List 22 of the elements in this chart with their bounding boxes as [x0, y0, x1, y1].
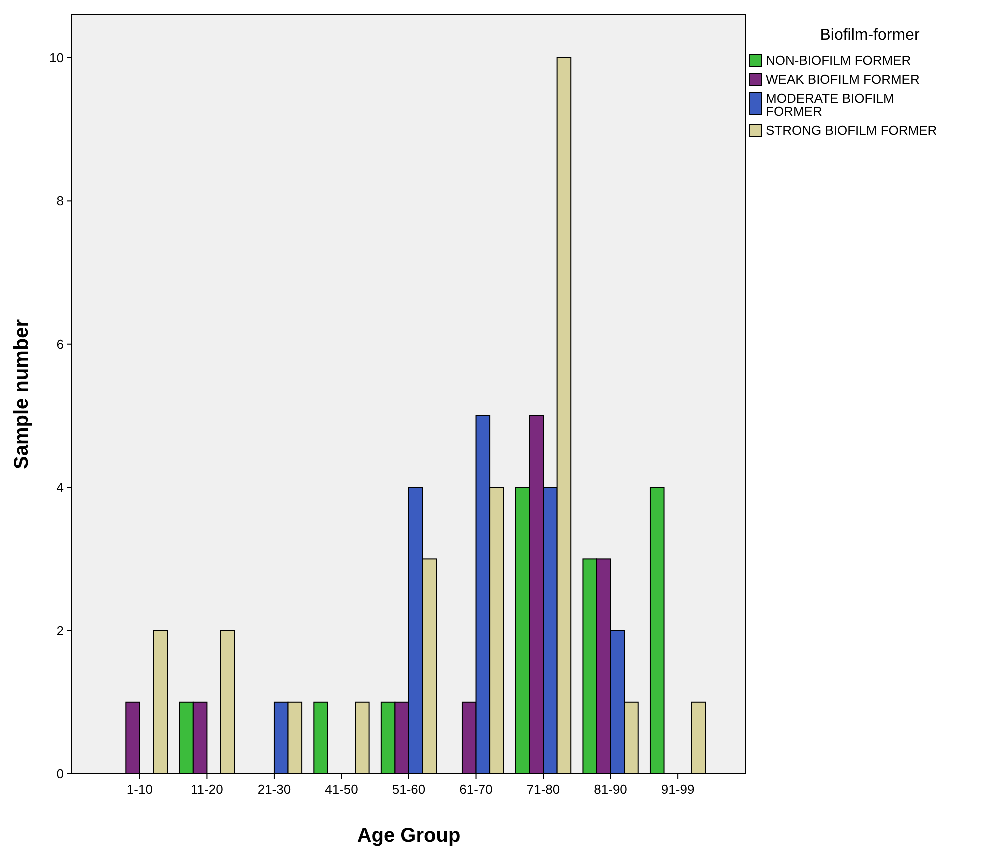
y-tick-label: 8	[56, 194, 64, 209]
x-tick-label: 61-70	[460, 782, 493, 797]
y-tick-label: 4	[56, 480, 64, 496]
legend-label: NON-BIOFILM FORMER	[766, 53, 912, 68]
y-axis-title: Sample number	[11, 319, 33, 470]
legend-label: MODERATE BIOFILM FORMER	[766, 91, 894, 119]
x-tick-label: 1-10	[126, 782, 153, 797]
y-tick-label: 2	[56, 623, 64, 638]
y-tick-label: 6	[56, 336, 64, 352]
legend-label: WEAK BIOFILM FORMER	[766, 72, 920, 87]
legend-label: STRONG BIOFILM FORMER	[766, 123, 938, 138]
x-tick-label: 11-20	[191, 782, 224, 797]
x-axis-title: Age Group	[357, 825, 461, 847]
y-tick-label: 10	[50, 50, 64, 66]
x-tick-label: 91-99	[661, 782, 695, 797]
y-tick-label: 0	[56, 766, 64, 782]
x-tick-label: 21-30	[258, 782, 292, 797]
x-tick-label: 51-60	[392, 782, 426, 797]
legend-title: Biofilm-former	[820, 27, 920, 44]
x-tick-label: 41-50	[325, 782, 358, 797]
x-tick-label: 81-90	[594, 782, 628, 797]
x-tick-label: 71-80	[526, 782, 560, 797]
